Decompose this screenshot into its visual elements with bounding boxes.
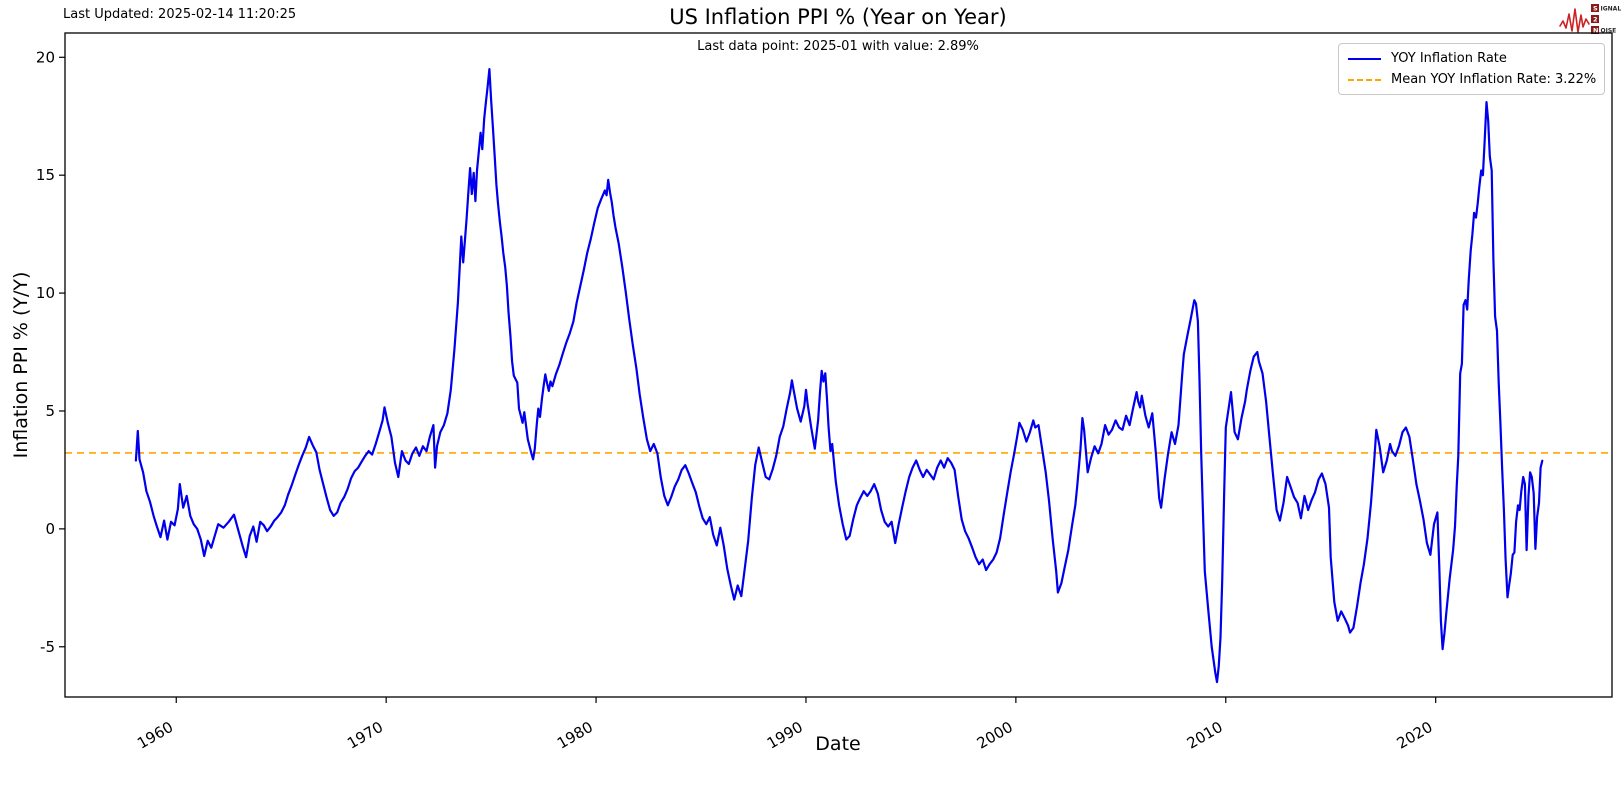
legend: YOY Inflation Rate Mean YOY Inflation Rat… [1338, 43, 1605, 95]
logo-text-oise: OISE [1601, 28, 1617, 35]
x-tick-label: 2010 [1184, 718, 1226, 753]
x-tick-label: 1970 [344, 718, 386, 753]
yoy-inflation-line [134, 67, 1544, 684]
dashed-line-sample-icon [1348, 78, 1381, 81]
logo-text-ignal: IGNAL [1601, 6, 1622, 13]
signal2noise-logo: S IGNAL 2 N OISE [1559, 4, 1622, 35]
logo-box-2 [1591, 15, 1599, 23]
chart-annotation: Last data point: 2025-01 with value: 2.8… [697, 39, 979, 54]
logo-letter-n: N [1593, 27, 1598, 35]
page-title: US Inflation PPI % (Year on Year) [669, 5, 1007, 29]
logo-letter-s: S [1593, 5, 1598, 13]
legend-row: Mean YOY Inflation Rate: 3.22% [1348, 70, 1597, 89]
x-tick-label: 1990 [764, 718, 806, 753]
solid-line-sample-icon [1348, 57, 1381, 60]
x-axis-label: Date [815, 733, 861, 755]
plot-frame [64, 32, 1613, 698]
y-tick-label: 15 [36, 166, 55, 184]
y-tick-label: 20 [36, 48, 55, 66]
waveform-icon [1559, 8, 1590, 33]
y-tick-label: 5 [45, 402, 55, 420]
legend-row: YOY Inflation Rate [1348, 49, 1595, 68]
logo-box-n [1591, 26, 1599, 34]
x-tick-label: 1960 [134, 718, 176, 753]
y-axis-label: Inflation PPI % (Y/Y) [10, 271, 32, 459]
legend-label: Mean YOY Inflation Rate: 3.22% [1391, 72, 1597, 87]
logo-digit-2: 2 [1593, 16, 1598, 24]
y-tick-label: 10 [36, 284, 55, 302]
x-tick-label: 2020 [1394, 718, 1436, 753]
y-tick-label: 0 [45, 520, 55, 538]
x-tick-label: 1980 [554, 718, 596, 753]
y-tick-label: -5 [40, 638, 55, 656]
x-tick-label: 2000 [974, 718, 1016, 753]
last-updated-text: Last Updated: 2025-02-14 11:20:25 [63, 7, 297, 22]
logo-box-s [1591, 4, 1599, 12]
legend-label: YOY Inflation Rate [1391, 51, 1507, 66]
